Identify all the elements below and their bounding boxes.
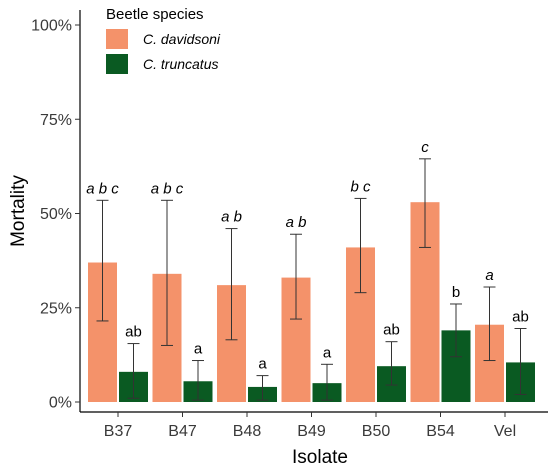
error-bar-truncatus-b50 [385, 341, 398, 386]
error-bar-davidsoni-b54 [419, 158, 431, 248]
error-bar-truncatus-vel [514, 327, 527, 395]
x-tick-label-vel: Vel [494, 423, 516, 440]
significance-letter-truncatus-vel: ab [512, 308, 529, 325]
significance-letter-davidsoni-b47: a b c [151, 180, 184, 197]
x-tick-label-b48: B48 [233, 423, 262, 440]
y-tick-label: 50% [40, 206, 72, 223]
significance-letter-davidsoni-vel: a [485, 267, 493, 284]
significance-letter-truncatus-b47: a [194, 341, 203, 358]
y-tick-label: 100% [31, 18, 72, 35]
significance-letter-truncatus-b54: b [452, 284, 460, 301]
error-bar-davidsoni-vel [483, 286, 496, 362]
x-tick-label-b47: B47 [168, 423, 197, 440]
y-axis-title: Mortality [8, 175, 29, 247]
x-tick-label-b54: B54 [426, 423, 455, 440]
significance-letters-layer: a b c ab a b c a a b a a b a b c ab c b a ab [86, 139, 529, 373]
error-bars-layer [96, 158, 527, 401]
error-bar-truncatus-b37 [127, 343, 140, 399]
significance-letter-davidsoni-b54: c [421, 139, 429, 156]
error-bar-truncatus-b48 [256, 375, 269, 401]
error-bar-davidsoni-b50 [354, 197, 367, 294]
error-bar-davidsoni-b47 [161, 199, 173, 346]
legend-label-davidsoni: C. davidsoni [143, 31, 221, 47]
error-bar-davidsoni-b37 [96, 199, 109, 322]
legend: Beetle species C. davidsoni C. truncatus [106, 6, 221, 74]
error-bar-truncatus-b54 [450, 303, 462, 358]
significance-letter-truncatus-b49: a [323, 344, 332, 361]
significance-letter-truncatus-b37: ab [125, 324, 142, 341]
error-bar-truncatus-b49 [321, 363, 333, 401]
significance-letter-davidsoni-b50: b c [350, 178, 371, 195]
significance-letter-truncatus-b48: a [258, 356, 267, 373]
x-tick-label-b37: B37 [104, 423, 133, 440]
error-bar-davidsoni-b48 [225, 228, 238, 341]
legend-title: Beetle species [106, 6, 204, 23]
significance-letter-truncatus-b50: ab [383, 322, 400, 339]
axes-layer: 0% 25% 50% 75% 100% B37 B47 B48 B49 B50 B54 Vel Isol… [8, 10, 548, 468]
error-bar-truncatus-b47 [192, 360, 204, 401]
x-axis-title: Isolate [292, 447, 348, 468]
y-tick-label: 0% [49, 395, 72, 412]
y-tick-label: 75% [40, 112, 72, 129]
significance-letter-davidsoni-b49: a b [286, 214, 307, 231]
legend-label-truncatus: C. truncatus [143, 56, 218, 72]
x-tick-label-b50: B50 [362, 423, 391, 440]
significance-letter-davidsoni-b48: a b [221, 209, 242, 226]
significance-letter-davidsoni-b37: a b c [86, 180, 119, 197]
legend-swatch-davidsoni [106, 29, 128, 49]
x-tick-label-b49: B49 [297, 423, 326, 440]
bars-layer [88, 202, 535, 402]
y-tick-label: 25% [40, 300, 72, 317]
error-bar-davidsoni-b49 [290, 233, 302, 320]
legend-swatch-truncatus [106, 54, 128, 74]
